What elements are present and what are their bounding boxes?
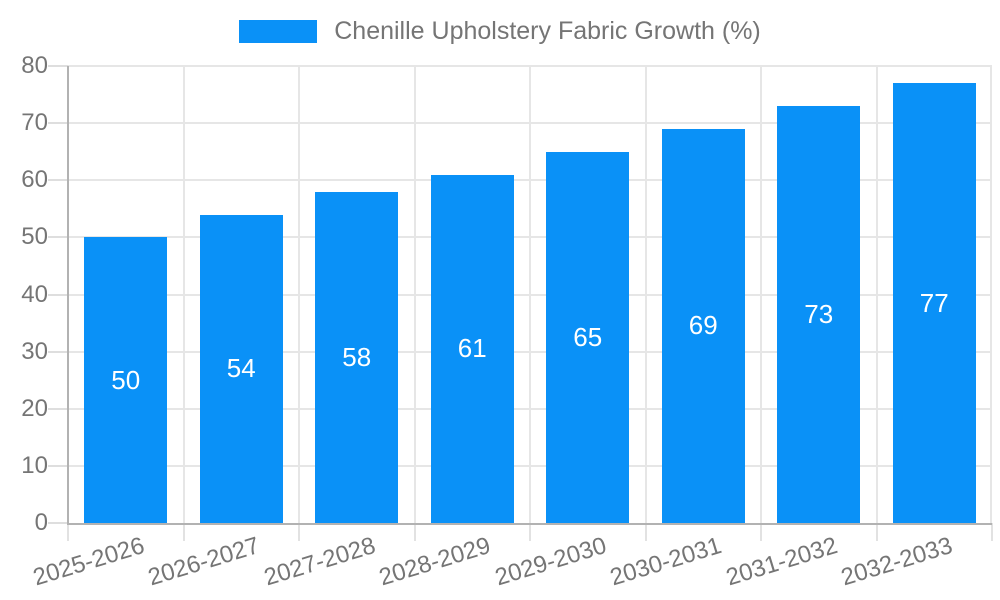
bar-value-label: 77 xyxy=(919,287,949,318)
bar[interactable]: 65 xyxy=(546,151,630,523)
bar-value-label: 58 xyxy=(342,341,372,372)
y-axis-tick-label: 80 xyxy=(21,52,48,79)
bar[interactable]: 77 xyxy=(892,83,976,523)
chart-legend: Chenille Upholstery Fabric Growth (%) xyxy=(0,17,1000,46)
y-axis-tick-label: 0 xyxy=(34,509,48,536)
bar[interactable]: 69 xyxy=(661,128,745,523)
y-axis-tick-label: 10 xyxy=(21,451,48,479)
bar[interactable]: 61 xyxy=(430,174,514,523)
x-gridline xyxy=(875,66,878,523)
bar[interactable]: 54 xyxy=(199,214,283,523)
bar-value-label: 50 xyxy=(111,364,141,395)
y-tick-mark xyxy=(48,65,68,67)
y-axis-tick-label: 20 xyxy=(21,394,48,422)
x-gridline xyxy=(413,66,416,523)
y-tick-mark xyxy=(48,350,68,353)
x-tick-mark xyxy=(760,523,762,541)
x-gridline xyxy=(760,66,762,523)
legend-label: Chenille Upholstery Fabric Growth (%) xyxy=(334,17,761,45)
x-tick-mark xyxy=(875,523,878,541)
y-axis-tick-label: 40 xyxy=(21,280,48,308)
bar[interactable]: 73 xyxy=(777,106,861,523)
plot-area: 0 10 20 30 40 50 60 70 80 50 54 58 61 65 69 73 77 2025-20… xyxy=(21,54,993,591)
bar-value-label: 73 xyxy=(804,299,834,329)
y-axis-tick-label: 30 xyxy=(21,337,48,365)
bar[interactable]: 50 xyxy=(84,237,168,523)
y-axis-tick-label: 60 xyxy=(21,166,48,194)
bar-value-label: 61 xyxy=(457,333,487,364)
bar-value-label: 54 xyxy=(226,353,256,384)
x-gridline xyxy=(182,66,185,523)
legend-item[interactable]: Chenille Upholstery Fabric Growth (%) xyxy=(239,17,761,46)
y-tick-mark xyxy=(48,179,68,182)
x-tick-mark xyxy=(182,523,185,541)
y-tick-mark xyxy=(48,464,68,467)
x-tick-mark xyxy=(67,523,69,541)
plot-right-border xyxy=(990,66,992,523)
bar-value-label: 69 xyxy=(688,310,718,341)
y-axis-tick-label: 50 xyxy=(21,223,48,251)
y-tick-mark xyxy=(48,236,68,239)
y-tick-mark xyxy=(48,407,68,410)
x-tick-mark xyxy=(644,523,647,541)
legend-swatch-icon xyxy=(239,20,318,43)
y-axis-line xyxy=(67,66,69,524)
y-tick-mark xyxy=(48,293,68,296)
y-tick-mark xyxy=(48,522,68,524)
y-axis-tick-label: 70 xyxy=(21,109,48,137)
x-axis-line xyxy=(67,523,992,525)
x-gridline xyxy=(644,66,647,523)
bar-value-label: 65 xyxy=(573,321,603,352)
x-tick-mark xyxy=(529,523,531,541)
x-tick-mark xyxy=(298,523,300,541)
bar[interactable]: 58 xyxy=(315,191,399,523)
x-gridline xyxy=(298,66,300,523)
x-gridline xyxy=(529,66,531,523)
y-tick-mark xyxy=(48,122,68,125)
x-tick-mark xyxy=(991,523,993,541)
x-tick-mark xyxy=(413,523,416,541)
